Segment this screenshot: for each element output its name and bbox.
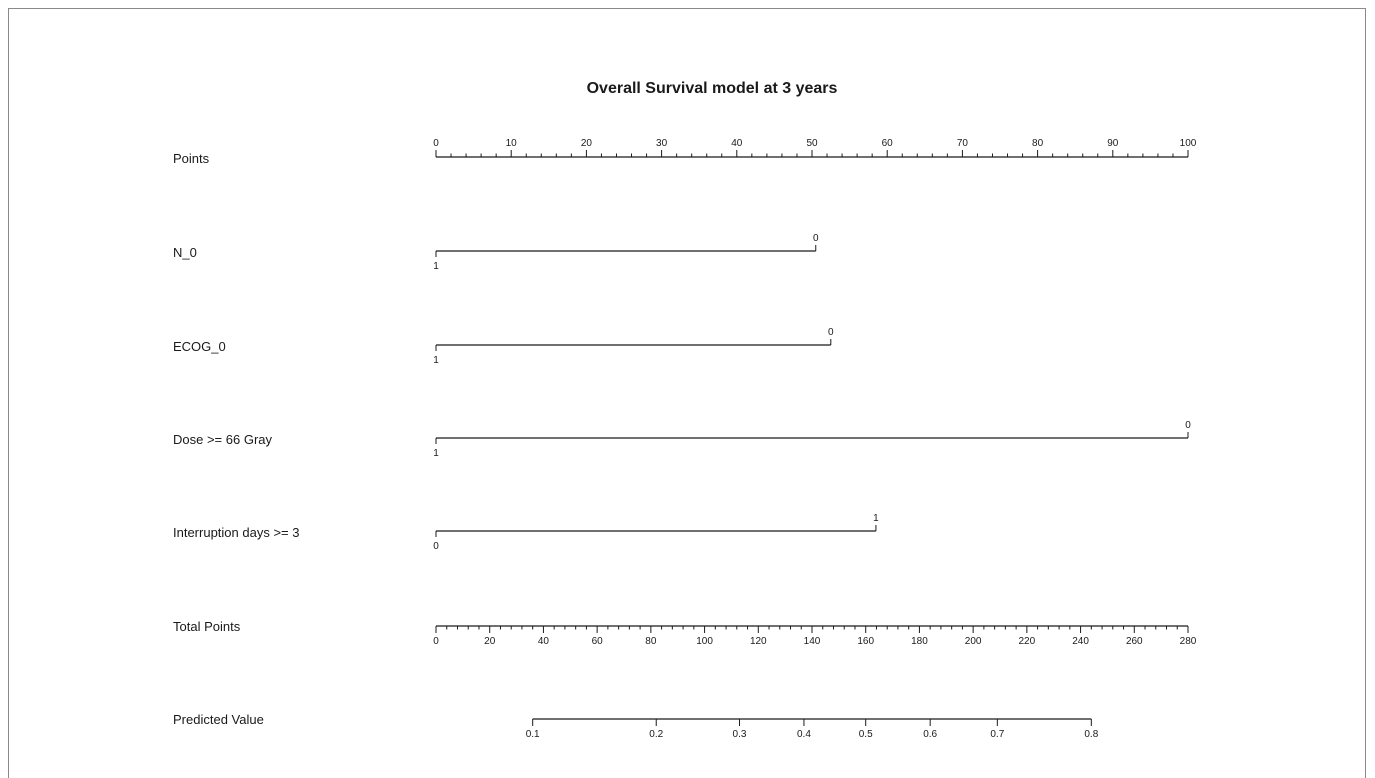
predicted-axis-tick-label: 0.7 (990, 729, 1004, 740)
variable-label-n0: N_0 (173, 245, 197, 260)
predicted-axis-tick-label: 0.5 (859, 729, 873, 740)
points-axis-label: Points (173, 151, 210, 166)
points-axis-tick-label: 0 (433, 138, 439, 149)
predicted-axis-tick-label: 0.4 (797, 729, 811, 740)
total-points-axis-tick-label: 20 (484, 636, 496, 647)
total-points-axis-tick-label: 40 (538, 636, 550, 647)
total-points-axis-tick-label: 240 (1072, 636, 1089, 647)
total-points-axis-tick-label: 60 (592, 636, 604, 647)
points-axis-tick-label: 100 (1180, 138, 1197, 149)
total-points-axis-tick-label: 140 (804, 636, 821, 647)
points-axis-tick-label: 60 (882, 138, 894, 149)
points-axis-tick-label: 40 (731, 138, 743, 149)
predicted-axis-tick-label: 0.8 (1084, 729, 1098, 740)
variable-level-label: 0 (828, 327, 834, 338)
variable-scale-interruption: 01 (433, 513, 879, 552)
points-axis-tick-label: 80 (1032, 138, 1044, 149)
variable-scale-n0: 10 (433, 233, 819, 272)
total-points-axis: 0 20 40 60 80 100 120 140 160 180 200 220 240 260 280 (433, 625, 1197, 647)
variable-label-interruption: Interruption days >= 3 (173, 525, 299, 540)
points-axis-tick-label: 30 (656, 138, 668, 149)
figure-frame (8, 8, 1366, 778)
points-axis-tick-label: 70 (957, 138, 969, 149)
variable-scale-ecog0: 10 (433, 327, 834, 366)
points-axis-tick-label: 90 (1107, 138, 1119, 149)
variable-scale-dose: 10 (433, 420, 1191, 459)
variable-label-dose: Dose >= 66 Gray (173, 432, 272, 447)
total-points-axis-tick-label: 220 (1019, 636, 1036, 647)
variable-level-label: 1 (433, 261, 439, 272)
variable-level-label: 0 (1185, 420, 1191, 431)
predicted-axis-tick-label: 0.1 (526, 729, 540, 740)
predicted-axis-tick-label: 0.6 (923, 729, 937, 740)
total-points-axis-tick-label: 280 (1180, 636, 1197, 647)
points-axis-tick-label: 20 (581, 138, 593, 149)
total-points-axis-label: Total Points (173, 619, 241, 634)
points-axis: 0 10 20 30 40 50 60 70 80 90 100 (433, 138, 1197, 158)
total-points-axis-tick-label: 100 (696, 636, 713, 647)
total-points-axis-tick-label: 80 (645, 636, 657, 647)
points-axis-tick-label: 50 (806, 138, 818, 149)
total-points-axis-tick-label: 200 (965, 636, 982, 647)
predicted-axis-tick-label: 0.2 (649, 729, 663, 740)
total-points-axis-tick-label: 180 (911, 636, 928, 647)
predicted-axis-tick-label: 0.3 (733, 729, 747, 740)
total-points-axis-tick-label: 260 (1126, 636, 1143, 647)
chart-title: Overall Survival model at 3 years (587, 80, 838, 97)
variable-level-label: 1 (433, 355, 439, 366)
predicted-axis-label: Predicted Value (173, 712, 264, 727)
total-points-axis-tick-label: 120 (750, 636, 767, 647)
predicted-value-axis: 0.1 0.2 0.3 0.4 0.5 0.6 0.7 0.8 (526, 718, 1099, 740)
total-points-axis-tick-label: 0 (433, 636, 439, 647)
variable-level-label: 1 (433, 448, 439, 459)
total-points-axis-tick-label: 160 (857, 636, 874, 647)
variable-level-label: 0 (813, 233, 819, 244)
variable-level-label: 0 (433, 541, 439, 552)
variable-label-ecog0: ECOG_0 (173, 339, 226, 354)
variable-level-label: 1 (873, 513, 879, 524)
points-axis-tick-label: 10 (506, 138, 518, 149)
